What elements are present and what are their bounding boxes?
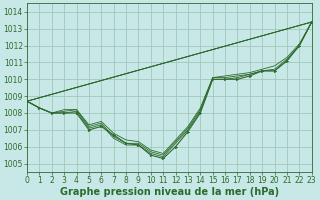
X-axis label: Graphe pression niveau de la mer (hPa): Graphe pression niveau de la mer (hPa) (60, 187, 279, 197)
